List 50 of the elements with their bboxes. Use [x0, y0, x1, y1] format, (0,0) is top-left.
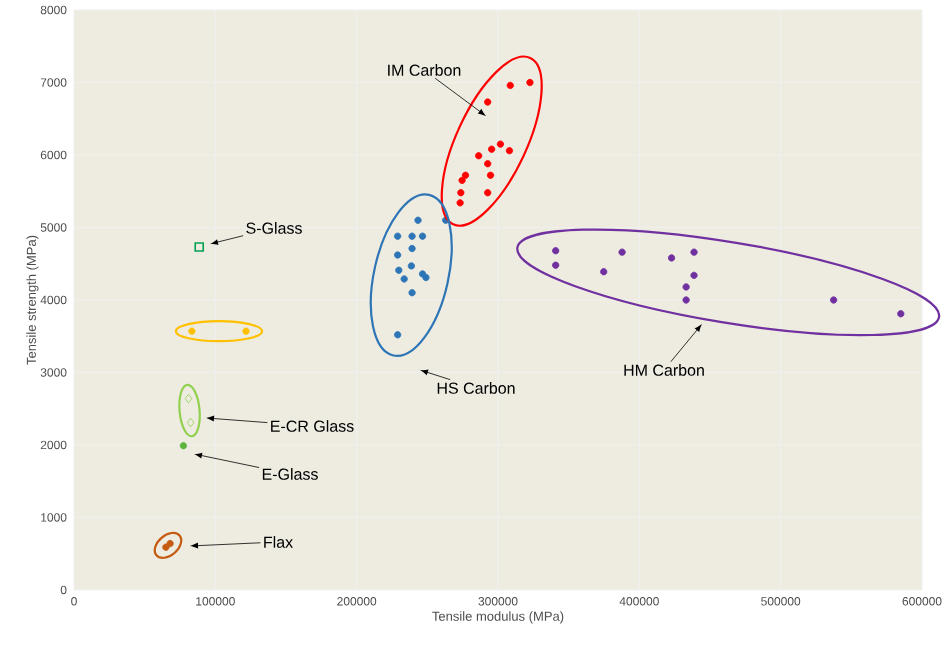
point	[475, 152, 483, 160]
point	[408, 289, 416, 297]
point	[830, 296, 838, 304]
annotation: HS Carbon	[437, 382, 515, 394]
point	[186, 417, 195, 428]
point	[242, 327, 250, 335]
point	[407, 262, 415, 270]
point	[552, 261, 560, 269]
point	[484, 98, 492, 106]
point	[690, 248, 698, 256]
point	[394, 331, 402, 339]
point	[414, 216, 422, 224]
point	[486, 171, 495, 179]
point	[484, 160, 492, 168]
point	[188, 327, 196, 335]
annotation: E-CR Glass	[271, 420, 354, 432]
point	[897, 310, 905, 318]
point	[408, 232, 416, 240]
point	[394, 251, 402, 259]
point	[184, 393, 193, 404]
point	[400, 275, 408, 283]
point	[408, 244, 416, 253]
point	[394, 232, 402, 240]
point	[682, 283, 690, 291]
point	[395, 266, 403, 274]
point	[484, 189, 492, 197]
point	[458, 176, 466, 184]
point	[682, 296, 690, 304]
point	[457, 189, 465, 197]
point	[179, 442, 188, 450]
point	[526, 78, 534, 87]
annotation: Flax	[264, 536, 293, 548]
point	[488, 145, 496, 153]
point	[690, 271, 698, 279]
annotation: HM Carbon	[624, 364, 704, 376]
annotation: IM Carbon	[388, 64, 461, 76]
point	[667, 254, 676, 262]
point	[418, 232, 427, 240]
point	[506, 81, 514, 89]
point	[600, 268, 608, 276]
annotation: S-Glass	[246, 222, 302, 234]
annotation: E-Glass	[262, 468, 318, 480]
point	[496, 140, 505, 148]
point	[422, 273, 430, 282]
point	[618, 248, 626, 256]
point	[505, 147, 514, 155]
point	[194, 242, 205, 252]
point	[456, 199, 464, 207]
point	[461, 171, 470, 179]
point	[552, 247, 560, 255]
